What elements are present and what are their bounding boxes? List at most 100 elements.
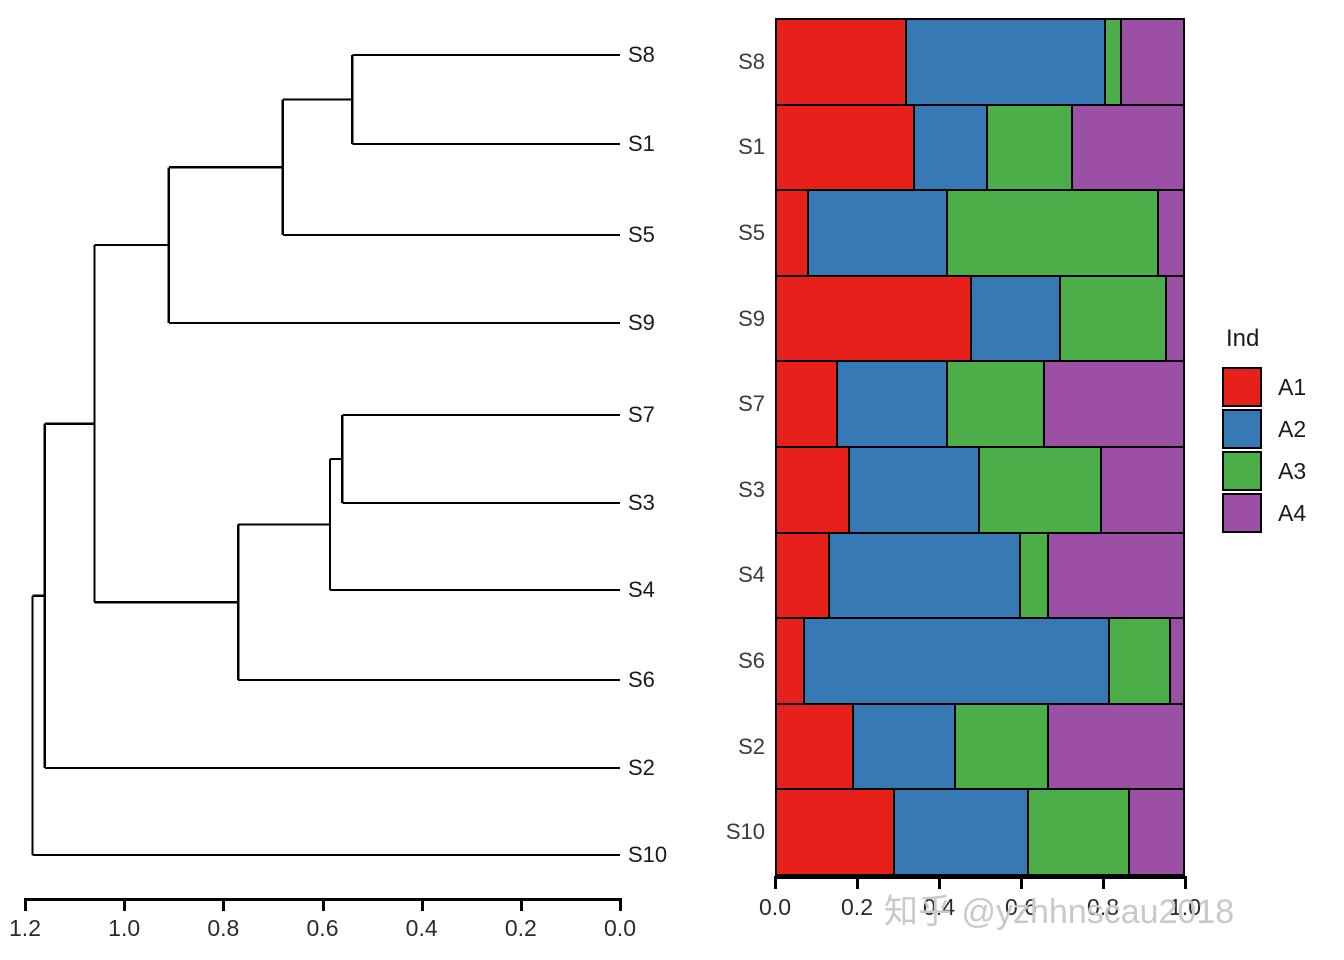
dendrogram-axis-tick: [420, 898, 424, 911]
bar-segment-a3: [947, 191, 1159, 275]
bar-row-label-s1: S1: [738, 134, 765, 160]
bar-segment-a3: [1105, 20, 1123, 104]
legend-label-a3: A3: [1278, 457, 1307, 484]
legend-title: Ind: [1226, 325, 1260, 352]
legend-swatch-a4: [1222, 493, 1262, 533]
bar-tick-label: 1.0: [1169, 894, 1201, 920]
legend-label-a1: A1: [1278, 373, 1307, 400]
dendrogram-axis-tick: [519, 898, 523, 911]
bar-segment-a1: [777, 790, 895, 874]
bar-segment-a4: [1158, 191, 1183, 275]
bar-segment-a4: [1049, 704, 1183, 789]
legend-item: A2: [1222, 409, 1344, 449]
bar-tick-label: 0.6: [1005, 894, 1037, 920]
legend-swatch-a2: [1222, 409, 1262, 449]
legend-swatch-a3: [1222, 451, 1262, 491]
bar-row-label-s9: S9: [738, 305, 765, 331]
stacked-bar-row: S6: [738, 617, 1185, 703]
bar-row-label-s10: S10: [725, 819, 765, 845]
stacked-bar-row: S8: [738, 18, 1185, 104]
bar-axis-tick: [773, 876, 777, 889]
bar-row-label-s5: S5: [738, 219, 765, 245]
bar-axis-tick: [1019, 876, 1023, 889]
bar-row-label-s4: S4: [738, 562, 765, 588]
bar-segment-a3: [1020, 533, 1049, 618]
dendrogram-leaf-label-s9: S9: [628, 310, 655, 335]
bar-segment-a4: [1166, 276, 1183, 361]
dendrogram-leaf-label-s6: S6: [628, 667, 655, 692]
dendrogram-tick-label: 0.6: [306, 915, 339, 941]
bar-axis-tick: [937, 876, 941, 889]
dendrogram-tick-label: 0.4: [405, 915, 438, 941]
legend-item: A3: [1222, 451, 1344, 491]
bar-segment-a4: [1101, 447, 1183, 532]
dendrogram-tick-label: 0.2: [504, 915, 537, 941]
legend-items: A1 A2 A3 A4: [1222, 367, 1344, 533]
bar-segment-a1: [777, 362, 838, 446]
dendrogram-tick-label: 1.0: [108, 915, 141, 941]
dendrogram-svg: [31, 53, 620, 857]
bar-row-label-s7: S7: [738, 391, 765, 417]
bar-x-axis: 0.0 0.2 0.4 0.6 0.8 1.0: [759, 876, 1201, 920]
bar-tick-label: 0.0: [759, 894, 791, 920]
bar-segment-a2: [809, 191, 948, 275]
bar-row-label-s2: S2: [738, 733, 765, 759]
bar-segment-a2: [906, 20, 1106, 104]
bar-segment-a4: [1130, 790, 1183, 874]
bar-segment-a3: [988, 105, 1074, 190]
legend: Ind A1 A2 A3 A4: [1222, 325, 1344, 535]
bar-segment-a2: [837, 362, 948, 446]
stacked-bar-row: S2: [738, 702, 1185, 789]
stacked-bar-row: S10: [726, 788, 1185, 876]
dendrogram-axis-tick: [123, 898, 127, 911]
dendrogram-leaf-label-s5: S5: [628, 222, 655, 247]
bar-segment-a4: [1048, 533, 1183, 618]
stacked-bar-row: S3: [738, 445, 1185, 532]
bar-segment-a2: [805, 619, 1110, 703]
stacked-bar-panel: S8 S1 S5 S9 S7 S3 S4 S6 S2 S10 0.0 0.2 0.4 0.6 0.8 1.0: [700, 0, 1220, 960]
legend-swatch-a1: [1222, 367, 1262, 407]
bar-segment-a2: [850, 447, 980, 532]
bar-segment-a3: [1061, 276, 1167, 361]
legend-item: A1: [1222, 367, 1344, 407]
bar-row-label-s8: S8: [738, 48, 765, 74]
bar-axis-tick: [1101, 876, 1105, 889]
bar-axis-tick: [1183, 876, 1187, 889]
bar-segment-a2: [971, 276, 1062, 361]
bar-segment-a4: [1044, 362, 1183, 446]
bar-segment-a1: [777, 704, 855, 789]
bar-tick-label: 0.4: [923, 894, 955, 920]
bar-segment-a1: [777, 276, 972, 361]
dendrogram-leaf-label-s10: S10: [628, 842, 668, 867]
dendrogram-leaf-label-s1: S1: [628, 131, 655, 156]
bar-segment-a3: [947, 362, 1045, 446]
stacked-bar-row: S9: [738, 274, 1185, 361]
dendrogram-tick-label: 1.2: [9, 915, 41, 941]
dendrogram-axis-tick: [222, 898, 226, 911]
legend-label-a4: A4: [1278, 499, 1307, 526]
legend-label-a2: A2: [1278, 415, 1307, 442]
bar-segment-a3: [1109, 619, 1171, 703]
stacked-bar-rows: S8 S1 S5 S9 S7 S3 S4 S6 S2 S10: [726, 18, 1185, 876]
bar-row-label-s6: S6: [738, 647, 765, 673]
bar-segment-a1: [777, 105, 916, 190]
dendrogram-tick-label: 0.0: [604, 915, 636, 941]
stacked-bar-row: S5: [738, 189, 1185, 275]
bar-segment-a1: [777, 20, 907, 104]
legend-item: A4: [1222, 493, 1344, 533]
dendrogram-tick-label: 0.8: [207, 915, 240, 941]
stacked-bar-row: S7: [738, 360, 1185, 446]
dendrogram-leaf-label-s2: S2: [628, 755, 655, 780]
dendrogram-panel: S8 S1 S5 S9 S7 S3 S4 S6 S2 S10 1.2 1.0 0.8 0.6 0.4 0.2…: [9, 42, 668, 941]
dendrogram-leaf-label-s3: S3: [628, 490, 655, 515]
bar-segment-a1: [777, 619, 806, 703]
bar-segment-a2: [854, 704, 956, 789]
bar-segment-a1: [777, 447, 851, 532]
dendrogram-leaf-label-s7: S7: [628, 402, 655, 427]
bar-axis-line: [775, 876, 1185, 879]
dendrogram-axis-tick: [321, 898, 325, 911]
bar-segment-a4: [1122, 20, 1183, 104]
bar-row-label-s3: S3: [738, 476, 765, 502]
bar-segment-a4: [1073, 105, 1183, 190]
stacked-bar-row: S4: [738, 531, 1185, 618]
